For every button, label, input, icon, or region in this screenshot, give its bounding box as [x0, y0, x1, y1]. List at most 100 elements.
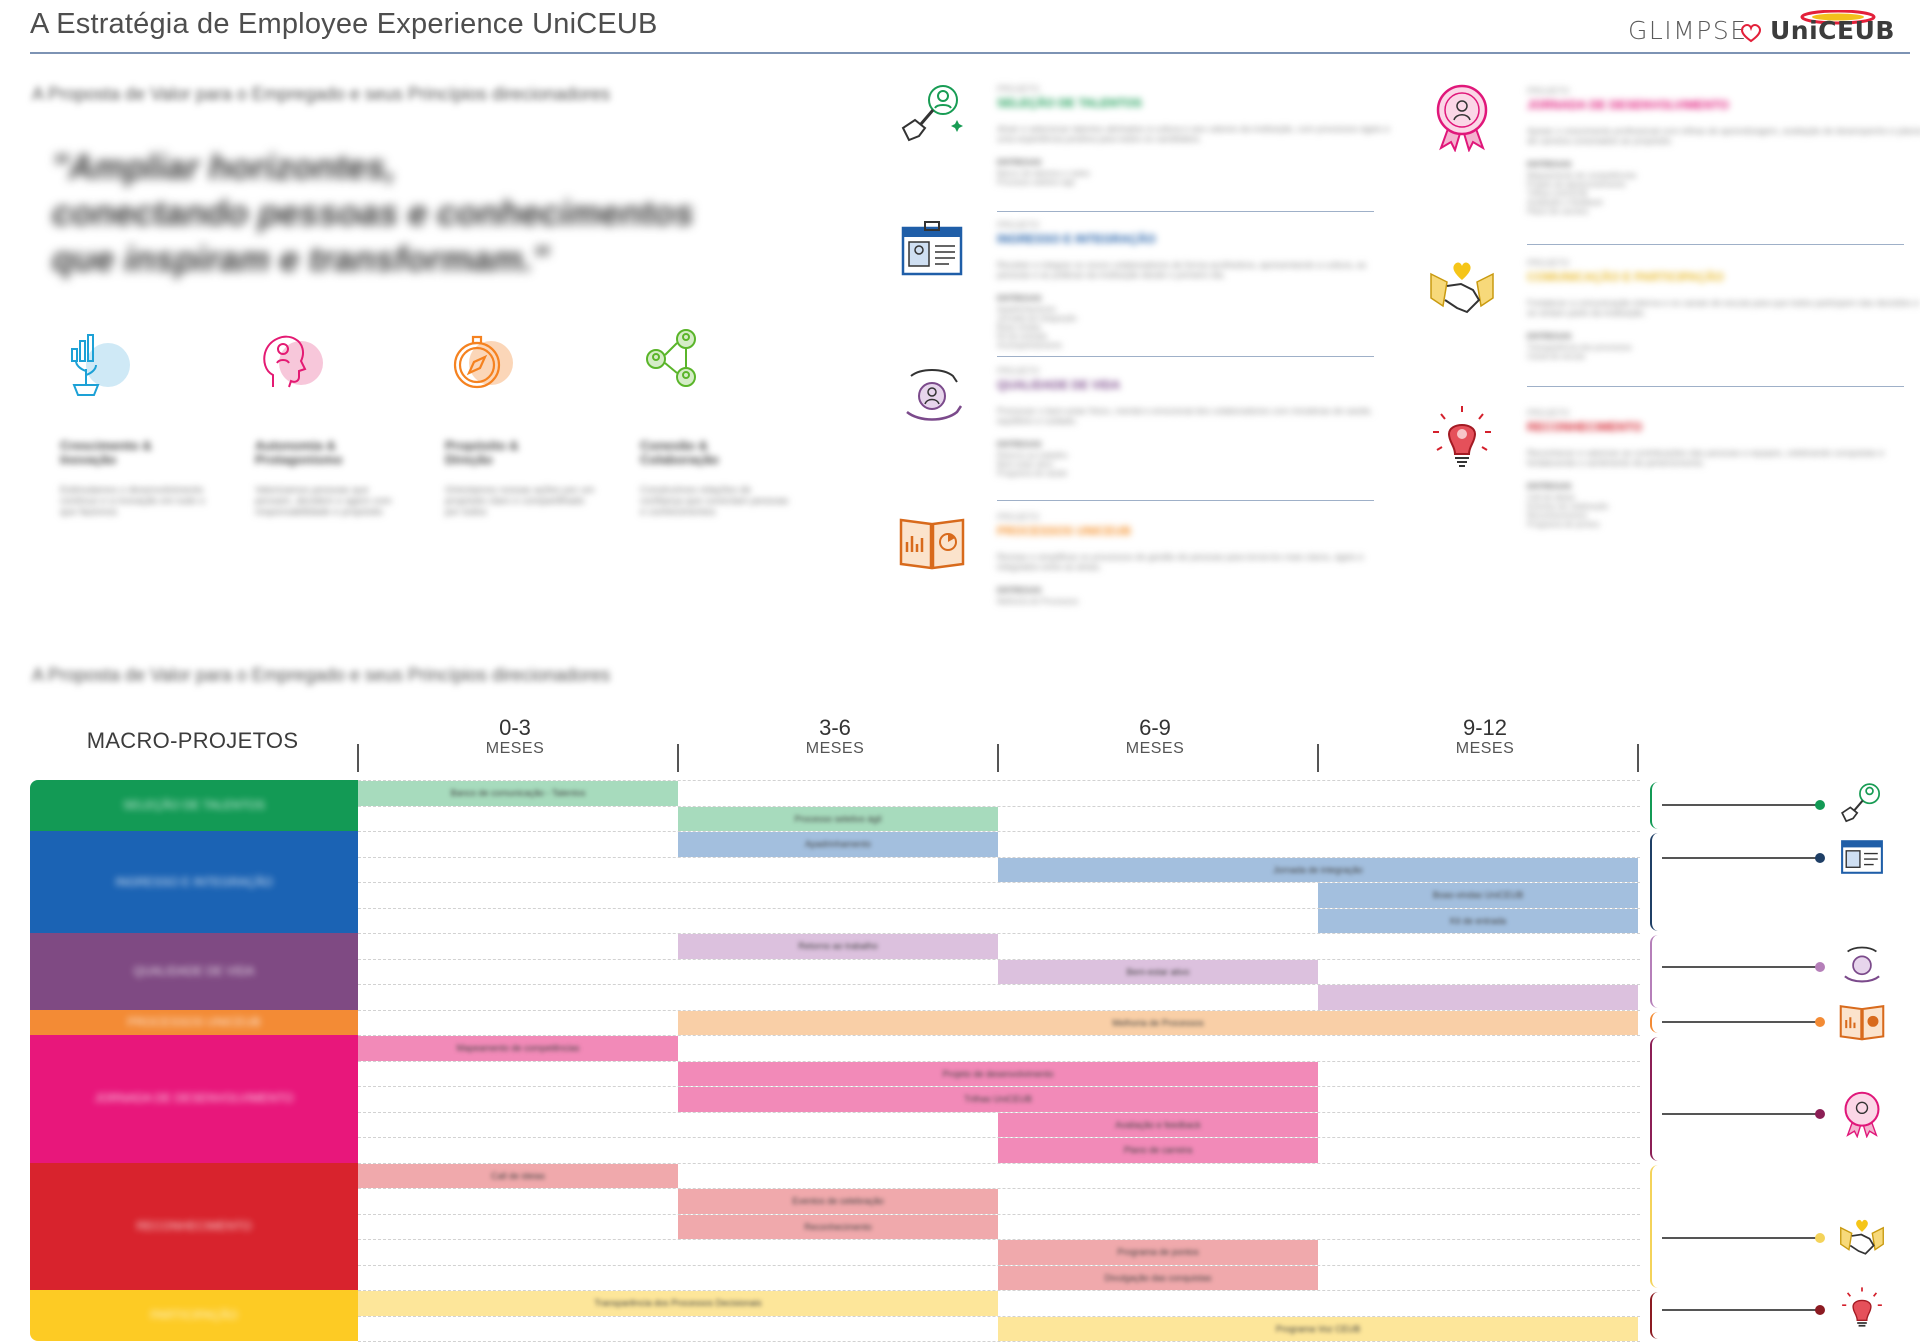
- id-badge-icon: [901, 221, 963, 276]
- card-deliverables: Retorno ao trabalho Bem-estar ativo Prog…: [997, 451, 1397, 478]
- compass-icon: [453, 335, 513, 389]
- project-card-communication: PROJETO COMUNICAÇÃO E PARTICIPAÇÃO Forta…: [1430, 258, 1920, 361]
- period-tick: [357, 744, 359, 772]
- card-kicker: PROJETO: [1527, 86, 1570, 96]
- deliverable-item: Banco de talentos e redes: [997, 169, 1090, 178]
- card-kicker: PROJETO: [997, 512, 1040, 522]
- group-connector: [1662, 1113, 1820, 1115]
- connector-dot: [1815, 1233, 1825, 1243]
- timeline-gridline: [358, 1239, 1640, 1240]
- timeline-bar-label: Bem-estar ativo: [1126, 966, 1190, 977]
- deliverable-item: Kit de entrada: [997, 332, 1047, 341]
- timeline-bar: Reconhecimento: [678, 1214, 998, 1239]
- timeline-bar: Retorno ao trabalho: [678, 934, 998, 959]
- group-connector: [1662, 1237, 1820, 1239]
- timeline-bar: Transparência dos Processos Decisionais: [358, 1291, 998, 1316]
- quote-line: que inspiram e transformam.": [52, 240, 550, 279]
- deliverable-item: Melhoria de Processos: [997, 597, 1079, 606]
- principle-growth: Crescimento & Inovação Estimulamos o des…: [60, 325, 230, 518]
- deliverable-item: Call de ideias: [1527, 493, 1576, 502]
- timeline-gridline: [358, 831, 1640, 832]
- period-unit: MESES: [485, 740, 545, 757]
- deliverable-item: Transparência dos processos: [1527, 343, 1632, 352]
- macro-project-label: PROCESSOS UNICEUB: [30, 1009, 358, 1035]
- period-unit: MESES: [805, 740, 865, 757]
- connector-dot: [1815, 1109, 1825, 1119]
- card-description: Atrair e selecionar talentos alinhados à…: [997, 124, 1390, 144]
- timeline-bar-label: Divulgação das conquistas: [1104, 1272, 1212, 1283]
- timeline-gridline: [358, 958, 1640, 960]
- macro-project-name: INGRESSO E INTEGRAÇÃO: [115, 874, 273, 889]
- card-divider: [1527, 386, 1904, 387]
- page-title: A Estratégia de Employee Experience UniC…: [30, 8, 658, 40]
- period-3-6: 3-6 MESES: [675, 716, 995, 758]
- macro-project-label: PARTICIPAÇÃO: [30, 1290, 358, 1341]
- timeline-bar: Boas-vindas UniCEUB: [1318, 883, 1638, 908]
- timeline-bar-label: Jornada de integração: [1273, 864, 1363, 875]
- section-subtitle: A Proposta de Valor para o Empregado e s…: [32, 84, 611, 104]
- macro-projects-header: MACRO-PROJETOS: [86, 728, 299, 753]
- period-range: 9-12: [1462, 715, 1508, 740]
- card-title: QUALIDADE DE VIDA: [997, 378, 1121, 392]
- handshake-heart-icon: [1840, 1219, 1884, 1255]
- deliverable-item: Projeto de desenvolvimento: [1527, 180, 1626, 189]
- group-brace: [1650, 1292, 1664, 1339]
- project-card-recognition: PROJETO RECONHECIMENTO Reconhecer e valo…: [1433, 406, 1920, 529]
- timeline-bar-label: Call de ideias: [490, 1170, 546, 1181]
- timeline-bar-label: Processo seletivo ágil: [794, 813, 882, 824]
- connector-dot: [1815, 1305, 1825, 1315]
- timeline-bar-label: Apadrinhamento: [804, 839, 872, 850]
- period-range: 3-6: [819, 715, 851, 740]
- timeline-bar-label: Programa Voz CEUB: [1275, 1323, 1361, 1334]
- timeline-bar: Processo seletivo ágil: [678, 806, 998, 831]
- timeline-bar: Apadrinhamento: [678, 832, 998, 857]
- project-card-development: PROJETO JORNADA DE DESENVOLVIMENTO Apoia…: [1436, 84, 1920, 216]
- timeline-bar-label: Melhoria de Processos: [1112, 1017, 1204, 1028]
- card-description: Fortalecer a comunicação interna e os ca…: [1527, 298, 1920, 318]
- connector-dot: [1815, 853, 1825, 863]
- timeline-gridline: [358, 1315, 1640, 1317]
- handshake-heart-icon: [1430, 262, 1494, 314]
- timeline-gridline: [358, 856, 1640, 858]
- period-unit: MESES: [1455, 740, 1515, 757]
- macro-project-name: RECONHECIMENTO: [136, 1218, 252, 1233]
- group-connector: [1662, 1309, 1820, 1311]
- caring-hands-icon: [906, 369, 963, 421]
- card-title: RECONHECIMENTO: [1527, 420, 1643, 434]
- timeline-bar-label: Avaliação e feedback: [1115, 1119, 1201, 1130]
- value-proposition-quote: "Ampliar horizontes, conectando pessoas …: [52, 145, 772, 283]
- open-book-chart-icon: [1839, 1005, 1885, 1041]
- timeline-gridline: [358, 907, 1640, 909]
- group-connector: [1662, 966, 1820, 968]
- macro-project-label: JORNADA DE DESENVOLVIMENTO: [30, 1035, 358, 1163]
- card-deliverables: Banco de talentos e redes Processo selet…: [997, 169, 1397, 187]
- deliverable-item: Canal de escuta: [1527, 352, 1585, 361]
- macro-project-name: JORNADA DE DESENVOLVIMENTO: [94, 1091, 294, 1106]
- timeline-bar-label: Programa de pontos: [1117, 1247, 1199, 1258]
- timeline-gridline: [358, 1290, 1640, 1291]
- card-deliverables: Transparência dos processos Canal de esc…: [1527, 343, 1920, 361]
- card-deliverables-title: ENTREGAS: [1527, 160, 1572, 169]
- group-brace: [1650, 935, 1664, 1008]
- group-brace: [1650, 1164, 1664, 1288]
- macro-project-label: RECONHECIMENTO: [30, 1162, 358, 1290]
- connector-dot: [1815, 800, 1825, 810]
- group-brace: [1650, 1011, 1664, 1033]
- timeline-bar: Projeto de desenvolvimento: [678, 1061, 1318, 1086]
- principle-autonomy: Autonomia & Protagonismo Valorizamos pes…: [255, 325, 425, 518]
- mind-profile-icon: [263, 335, 323, 388]
- timeline-bar-label: Plano de carreira: [1123, 1145, 1193, 1156]
- caring-hands-icon: [1844, 946, 1880, 983]
- timeline-gridline: [358, 805, 1640, 807]
- group-connector: [1662, 857, 1820, 859]
- id-badge-icon: [1841, 840, 1883, 874]
- timeline-gridline: [358, 780, 1640, 781]
- timeline-bar: [1318, 985, 1638, 1010]
- card-description: Apoiar o crescimento profissional com tr…: [1527, 126, 1920, 146]
- group-brace: [1650, 833, 1664, 931]
- macro-project-label: QUALIDADE DE VIDA: [30, 933, 358, 1010]
- timeline-gridline: [358, 1035, 1640, 1036]
- timeline-bar-label: Kit de entrada: [1449, 915, 1507, 926]
- deliverable-item: Jornada de integração: [997, 314, 1077, 323]
- connector-dot: [1815, 1017, 1825, 1027]
